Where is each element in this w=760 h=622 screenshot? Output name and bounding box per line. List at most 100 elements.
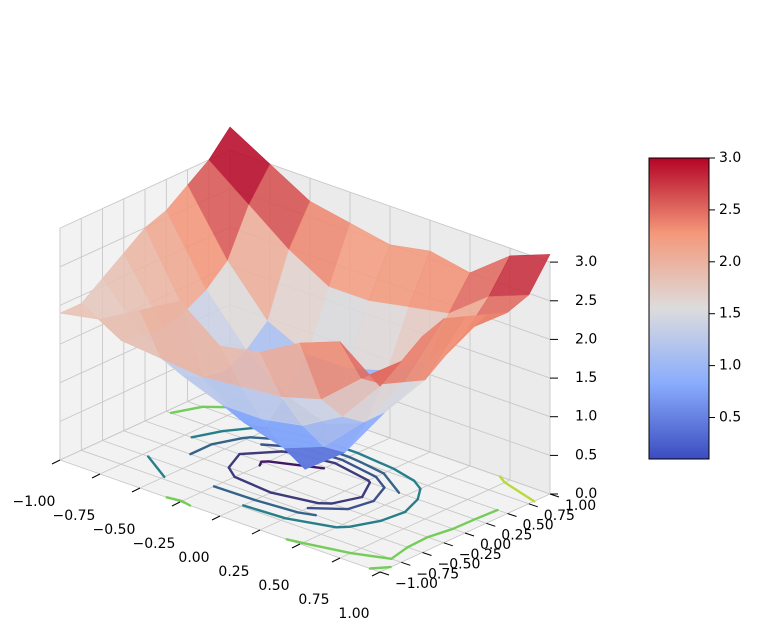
y-tick-mark xyxy=(464,532,475,537)
y-tick-mark xyxy=(379,571,390,576)
x-tick-mark xyxy=(211,515,221,521)
contour-segment xyxy=(503,481,536,503)
x-tick-mark xyxy=(371,571,381,577)
contour-segment xyxy=(382,472,401,494)
gridline xyxy=(229,149,551,263)
contour-segment xyxy=(347,455,362,464)
contour-segment xyxy=(333,462,370,482)
colorbar-tick-label: 2.5 xyxy=(719,202,741,218)
colorbar-tick-label: 1.0 xyxy=(719,358,741,374)
contour-segment xyxy=(238,450,283,456)
contour-segment xyxy=(297,511,317,517)
colorbar-tick-label: 0.5 xyxy=(719,410,741,426)
contour-segment xyxy=(233,475,273,494)
contour-segment xyxy=(146,455,166,479)
x-tick-label: 0.25 xyxy=(218,564,249,580)
contour-segment xyxy=(285,538,304,545)
contour-segment xyxy=(406,535,429,549)
y-tick-mark xyxy=(422,552,432,556)
contour-segment xyxy=(306,506,349,511)
contour-segment xyxy=(413,479,422,490)
z-tick-label: 0.0 xyxy=(575,486,597,502)
contour-segment xyxy=(356,451,395,470)
y-tick-label: 0.00 xyxy=(480,537,511,553)
x-tick-mark xyxy=(251,529,261,535)
y-tick-label: 1.00 xyxy=(565,498,596,514)
contour-segment xyxy=(210,436,245,446)
surface-face xyxy=(339,341,402,387)
gridline xyxy=(144,420,466,534)
z-tick-label: 1.0 xyxy=(575,409,597,425)
x-tick-mark xyxy=(171,501,181,507)
colorbar-tick-label: 1.5 xyxy=(719,306,741,322)
gridline xyxy=(81,449,402,563)
contour-segment xyxy=(190,429,225,439)
contour-segment xyxy=(498,475,506,484)
x-tick-label: 0.50 xyxy=(258,578,289,594)
axis-ticks: −1.00−0.75−0.50−0.250.000.250.500.751.00… xyxy=(13,254,598,622)
contour-segment xyxy=(284,517,338,529)
contour-segment xyxy=(346,499,375,511)
contour-segment xyxy=(301,541,352,555)
contour-segment xyxy=(341,458,378,478)
z-tick-label: 3.0 xyxy=(575,254,597,270)
y-tick-label: 0.50 xyxy=(523,518,554,534)
contour-segment xyxy=(165,496,184,503)
y-tick-label: −0.25 xyxy=(459,547,502,563)
contour-segment xyxy=(473,508,499,521)
x-tick-label: −0.50 xyxy=(93,522,136,538)
y-tick-label: −0.75 xyxy=(416,566,459,582)
contour-segment xyxy=(392,467,416,482)
z-tick-label: 0.5 xyxy=(575,447,597,463)
y-tick-mark xyxy=(507,513,517,517)
contour-segment xyxy=(253,498,300,514)
x-tick-label: 0.00 xyxy=(178,550,209,566)
x-tick-label: 0.75 xyxy=(298,592,329,608)
gridline xyxy=(123,430,444,544)
x-tick-label: −1.00 xyxy=(13,494,56,510)
x-tick-label: −0.75 xyxy=(53,508,96,524)
x-tick-label: −0.25 xyxy=(133,536,176,552)
contour-segment xyxy=(416,487,422,501)
contour-segment xyxy=(241,504,287,520)
contour-segment xyxy=(359,461,385,475)
y-tick-mark xyxy=(528,503,538,508)
contour-segment xyxy=(374,475,386,489)
x-tick-mark xyxy=(131,487,141,493)
colorbar-tick-label: 2.0 xyxy=(719,254,741,270)
x-tick-mark xyxy=(91,473,101,479)
contour-segment xyxy=(169,405,204,415)
colorbar: 0.5 1.0 1.5 2.0 2.5 3.0 xyxy=(648,150,741,460)
gridline xyxy=(166,410,487,524)
gridline xyxy=(102,440,423,553)
contour-segment xyxy=(212,485,257,502)
contour-segment xyxy=(330,495,364,505)
x-tick-label: 1.00 xyxy=(338,606,369,622)
y-tick-mark xyxy=(401,561,411,566)
y-tick-mark xyxy=(443,542,453,547)
z-tick-label: 1.5 xyxy=(575,370,597,386)
contour-segment xyxy=(379,510,407,522)
y-tick-label: −1.00 xyxy=(395,576,438,592)
z-tick-label: 2.0 xyxy=(575,331,597,347)
contour-segment xyxy=(348,519,383,528)
contour-segment xyxy=(335,525,351,529)
floor-contour-lines xyxy=(146,397,536,570)
y-tick-label: 0.25 xyxy=(501,527,532,543)
gridline xyxy=(59,149,231,229)
contour-segment xyxy=(360,481,372,499)
y-tick-mark xyxy=(486,522,496,527)
contour-segment xyxy=(349,551,393,560)
colorbar-tick-label: 3.0 xyxy=(719,150,741,166)
contour-segment xyxy=(372,486,386,503)
colorbar-gradient xyxy=(648,157,710,460)
contour-segment xyxy=(390,546,409,560)
contour-segment xyxy=(368,565,392,570)
contour-segment xyxy=(426,527,455,539)
y-tick-label: 0.75 xyxy=(544,508,575,524)
contour-segment xyxy=(180,499,192,507)
contour-segment xyxy=(451,518,476,530)
contour-segment xyxy=(267,460,326,470)
x-tick-mark xyxy=(291,543,301,549)
